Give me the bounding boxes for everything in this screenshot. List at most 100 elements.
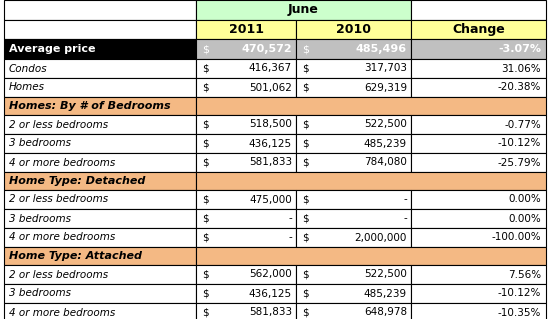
Text: 501,062: 501,062 <box>249 83 292 93</box>
Bar <box>296 59 411 78</box>
Text: $: $ <box>202 213 208 224</box>
Text: 2 or less bedrooms: 2 or less bedrooms <box>9 120 108 130</box>
Bar <box>196 209 296 228</box>
Text: 416,367: 416,367 <box>249 63 292 73</box>
Bar <box>196 115 296 134</box>
Bar <box>296 153 411 172</box>
Text: $: $ <box>202 195 208 204</box>
Text: -3.07%: -3.07% <box>498 44 541 54</box>
Bar <box>296 303 411 319</box>
Bar <box>411 228 546 247</box>
Text: 0.00%: 0.00% <box>508 195 541 204</box>
Bar <box>196 78 296 97</box>
Text: $: $ <box>202 120 208 130</box>
Bar <box>196 134 296 153</box>
Text: 2011: 2011 <box>228 23 263 36</box>
Text: 0.00%: 0.00% <box>508 213 541 224</box>
Text: 4 or more bedrooms: 4 or more bedrooms <box>9 233 116 242</box>
Bar <box>196 303 296 319</box>
Text: Home Type: Detached: Home Type: Detached <box>9 176 145 186</box>
Bar <box>4 190 196 209</box>
Text: $: $ <box>302 63 309 73</box>
Bar <box>4 228 196 247</box>
Bar <box>4 78 196 97</box>
Text: $: $ <box>302 270 309 279</box>
Text: 581,833: 581,833 <box>249 308 292 317</box>
Text: -: - <box>288 233 292 242</box>
Text: $: $ <box>202 83 208 93</box>
Bar <box>296 78 411 97</box>
Text: 485,496: 485,496 <box>356 44 407 54</box>
Text: -10.35%: -10.35% <box>498 308 541 317</box>
Bar <box>411 153 546 172</box>
Bar <box>196 190 296 209</box>
Bar <box>296 209 411 228</box>
Bar <box>4 303 196 319</box>
Bar <box>196 284 296 303</box>
Bar <box>196 153 296 172</box>
Bar <box>4 247 196 265</box>
Text: 629,319: 629,319 <box>364 83 407 93</box>
Bar <box>411 134 546 153</box>
Bar <box>4 153 196 172</box>
Text: $: $ <box>202 44 209 54</box>
Text: $: $ <box>302 195 309 204</box>
Text: 2010: 2010 <box>336 23 371 36</box>
Text: 475,000: 475,000 <box>249 195 292 204</box>
Text: $: $ <box>202 233 208 242</box>
Text: Condos: Condos <box>9 63 48 73</box>
Text: $: $ <box>302 83 309 93</box>
Text: $: $ <box>302 138 309 149</box>
Bar <box>411 39 546 59</box>
Bar <box>296 134 411 153</box>
Text: 581,833: 581,833 <box>249 158 292 167</box>
Bar <box>196 228 296 247</box>
Bar <box>296 284 411 303</box>
Bar <box>4 115 196 134</box>
Text: -: - <box>288 213 292 224</box>
Text: 522,500: 522,500 <box>364 270 407 279</box>
Bar <box>411 20 546 39</box>
Bar <box>296 20 411 39</box>
Bar <box>4 134 196 153</box>
Text: 317,703: 317,703 <box>364 63 407 73</box>
Bar <box>411 303 546 319</box>
Text: Average price: Average price <box>9 44 96 54</box>
Bar <box>196 39 296 59</box>
Text: -0.77%: -0.77% <box>504 120 541 130</box>
Bar <box>4 284 196 303</box>
Text: 436,125: 436,125 <box>249 138 292 149</box>
Bar <box>296 265 411 284</box>
Text: -100.00%: -100.00% <box>491 233 541 242</box>
Text: $: $ <box>302 308 309 317</box>
Text: 485,239: 485,239 <box>364 288 407 299</box>
Text: -10.12%: -10.12% <box>498 138 541 149</box>
Text: 4 or more bedrooms: 4 or more bedrooms <box>9 158 116 167</box>
Text: Change: Change <box>452 23 505 36</box>
Text: $: $ <box>202 63 208 73</box>
Bar <box>196 172 546 190</box>
Bar <box>4 172 196 190</box>
Bar <box>411 115 546 134</box>
Text: $: $ <box>202 308 208 317</box>
Text: $: $ <box>202 158 208 167</box>
Text: -10.12%: -10.12% <box>498 288 541 299</box>
Text: 485,239: 485,239 <box>364 138 407 149</box>
Bar <box>411 190 546 209</box>
Text: $: $ <box>202 270 208 279</box>
Bar <box>4 59 196 78</box>
Text: 648,978: 648,978 <box>364 308 407 317</box>
Bar <box>196 0 411 20</box>
Text: -25.79%: -25.79% <box>498 158 541 167</box>
Text: 3 bedrooms: 3 bedrooms <box>9 213 71 224</box>
Text: $: $ <box>302 288 309 299</box>
Bar <box>296 228 411 247</box>
Text: 522,500: 522,500 <box>364 120 407 130</box>
Text: Homes: By # of Bedrooms: Homes: By # of Bedrooms <box>9 101 170 111</box>
Bar <box>196 20 296 39</box>
Text: Home Type: Attached: Home Type: Attached <box>9 251 142 261</box>
Bar <box>196 265 296 284</box>
Bar <box>411 284 546 303</box>
Bar <box>4 0 196 20</box>
Bar <box>4 97 196 115</box>
